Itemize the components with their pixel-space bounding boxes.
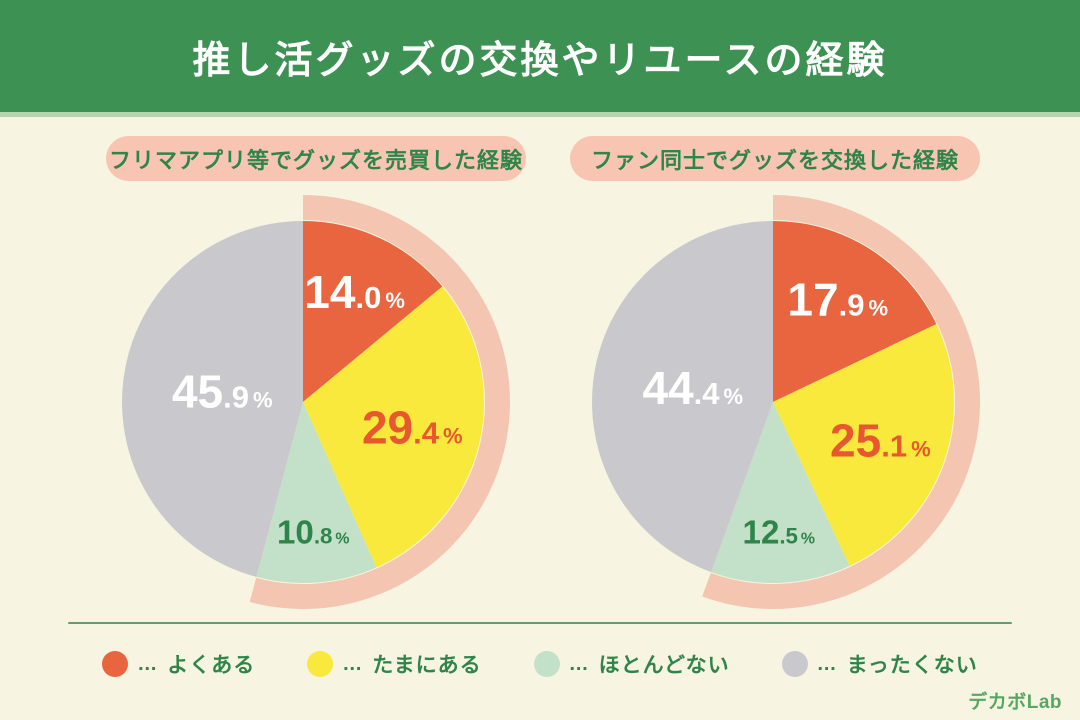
legend-label-rarely: ほとんどない [598, 654, 730, 677]
legend-marker-never [781, 651, 808, 677]
legend-separator: … [816, 652, 838, 675]
legend-row: … よくある … たまにある … ほとんどない … まったくない [0, 644, 1080, 684]
legend-label-never: まったくない [846, 654, 978, 677]
legend-separator: … [568, 652, 590, 675]
legend-divider-line [68, 622, 1012, 624]
legend-item-sometimes: … たまにある [307, 649, 481, 679]
legend-separator: … [137, 652, 159, 675]
header-bar: 推し活グッズの交換やリユースの経験 [0, 0, 1080, 117]
pie-chart-right: 17.9 % 25.1 % 12.5 % 44.4% [591, 195, 981, 610]
slice-value-label: 17.9% [787, 273, 888, 325]
slice-value-label: 44.4% [642, 362, 743, 414]
page-title: 推し活グッズの交換やリユースの経験 [192, 39, 888, 82]
pie-slice-4 [591, 221, 773, 573]
slice-value-label: 45.9% [172, 365, 273, 417]
pie-chart-left-container: 14.0% 29.4% 10.8% 45.9% [83, 182, 523, 622]
legend-item-never: … まったくない [781, 649, 978, 679]
chart-label-left: フリマアプリ等でグッズを売買した経験 [108, 147, 523, 173]
pie-slice-3 [711, 402, 850, 583]
slice-value-label: 14.0% [304, 266, 405, 318]
chart-label-pill-left: フリマアプリ等でグッズを売買した経験 [106, 136, 526, 181]
legend-marker-rarely [533, 651, 560, 677]
decabo-lab-logo: デカボLab [968, 692, 1062, 713]
pie-slice-4 [121, 221, 303, 577]
pie-slice-1 [773, 221, 937, 402]
pie-slice-2 [303, 286, 484, 568]
pie-chart-left: 14.0 % 29.4 % 10.8 % 45.9% [121, 195, 510, 609]
slice-value-label: 10.8% [277, 514, 349, 551]
legend-marker-often [102, 651, 129, 677]
pie-chart-right-container: 17.9% 25.1% 12.5% 44.4% [553, 182, 993, 622]
pie-slice-2 [773, 324, 954, 566]
chart-label-pill-right: ファン同士でグッズを交換した経験 [570, 136, 980, 181]
slice-value-label: 25.1% [830, 414, 931, 466]
legend-item-rarely: … ほとんどない [533, 649, 730, 679]
legend-label-often: よくある [167, 654, 256, 677]
chart-label-right: ファン同士でグッズを交換した経験 [590, 147, 959, 173]
legend-marker-sometimes [307, 651, 334, 677]
legend-item-often: … よくある [102, 649, 255, 679]
pie-slice-3 [256, 402, 377, 583]
slice-value-label: 12.5% [743, 515, 815, 552]
slice-value-label: 29.4% [362, 402, 463, 454]
legend-label-sometimes: たまにある [372, 654, 482, 677]
pie-slice-1 [303, 221, 443, 402]
legend-separator: … [342, 652, 364, 675]
